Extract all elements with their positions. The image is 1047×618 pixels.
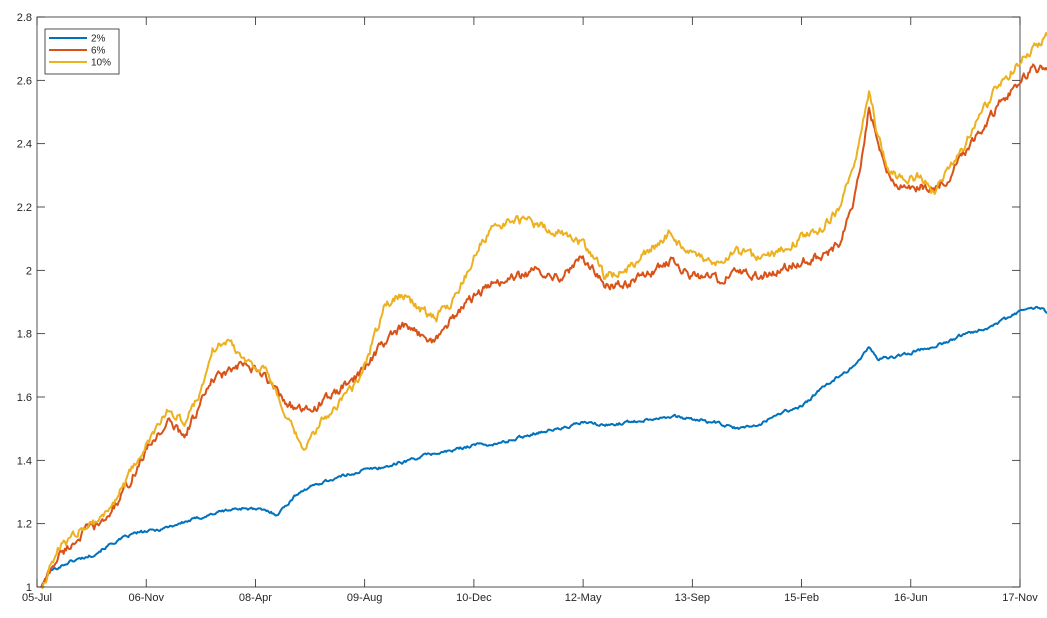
series-line-1 — [40, 63, 1047, 588]
legend-label: 10% — [91, 58, 111, 69]
plot-area — [36, 16, 1021, 588]
y-tick-label: 1.8 — [17, 329, 32, 341]
y-tick-label: 2 — [26, 265, 32, 277]
y-tick-label: 1.2 — [17, 519, 32, 531]
x-tick-label: 06-Nov — [128, 592, 164, 604]
x-tick-label: 10-Dec — [456, 592, 492, 604]
y-tick-label: 1.6 — [17, 392, 32, 404]
y-tick-label: 2.8 — [17, 12, 32, 24]
x-tick-label: 08-Apr — [239, 592, 272, 604]
series-line-2 — [40, 32, 1047, 589]
series-layer — [40, 32, 1047, 589]
x-tick-label: 17-Nov — [1002, 592, 1038, 604]
x-tick-label: 15-Feb — [784, 592, 819, 604]
y-tick-label: 2.4 — [17, 139, 32, 151]
legend-label: 2% — [91, 34, 106, 45]
x-tick-label: 05-Jul — [22, 592, 52, 604]
y-tick-label: 1 — [26, 582, 32, 594]
x-tick-label: 16-Jun — [894, 592, 928, 604]
y-tick-label: 1.4 — [17, 455, 32, 467]
y-tick-label: 2.6 — [17, 75, 32, 87]
series-line-0 — [40, 305, 1047, 588]
axes-layer: 05-Jul 06-Nov 08-Apr 09-Aug 10-Dec 12-May 13-S… — [17, 12, 1039, 604]
x-tick-label: 12-May — [565, 592, 602, 604]
x-tick-label: 13-Sep — [675, 592, 710, 604]
y-tick-label: 2.2 — [17, 202, 32, 214]
legend-label: 6% — [91, 46, 106, 57]
x-tick-label: 09-Aug — [347, 592, 382, 604]
legend-box — [44, 28, 120, 75]
legend: 2%6%10% — [44, 28, 120, 75]
